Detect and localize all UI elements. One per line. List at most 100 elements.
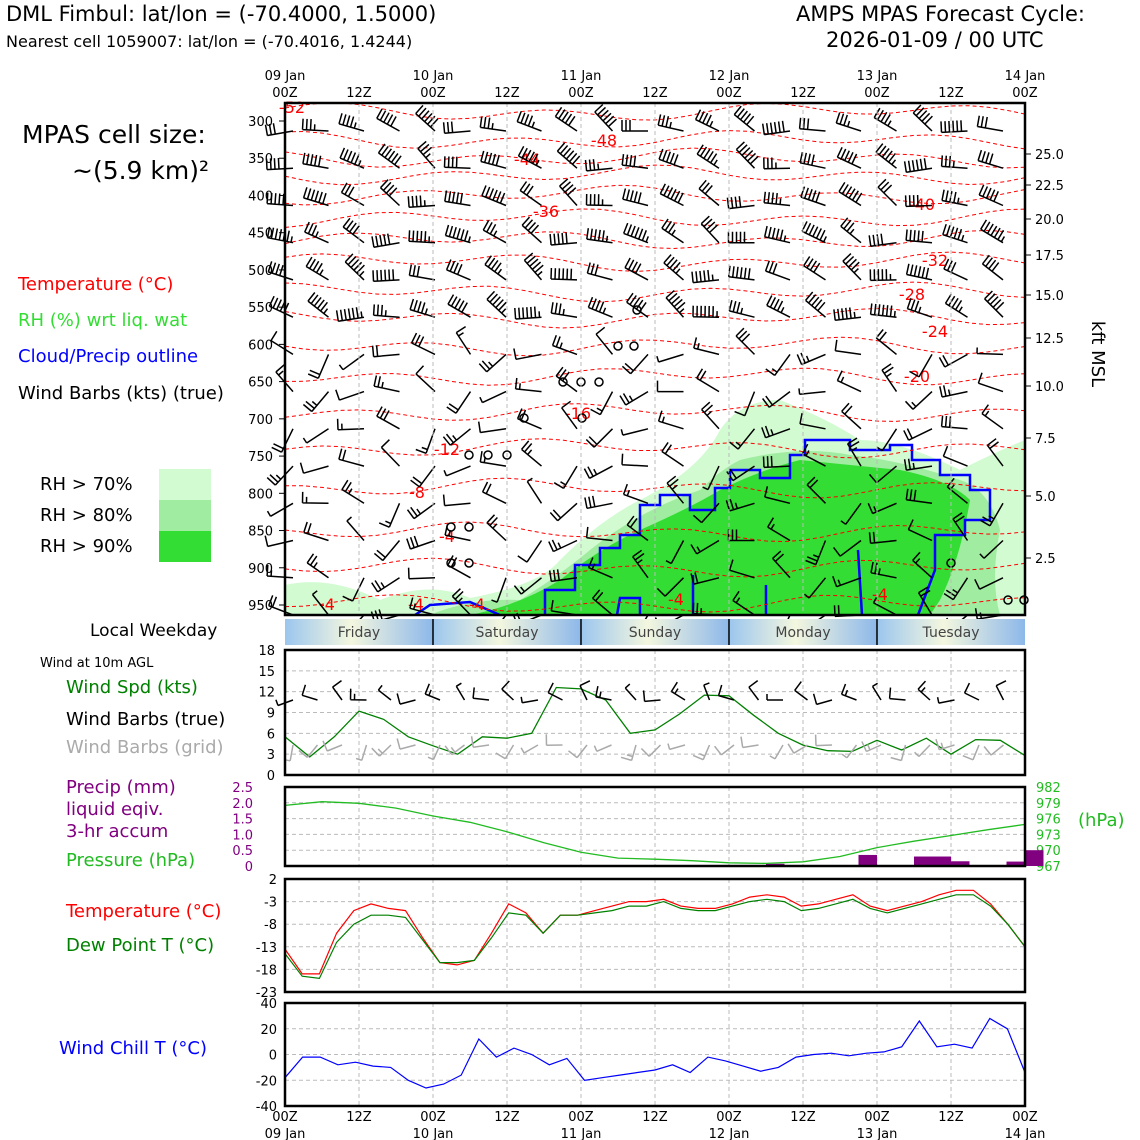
height-tick-label: 20.0 [1035,213,1064,228]
wind-barb [447,294,471,318]
precip-bar [1006,861,1025,866]
wind-barb [666,475,685,504]
wind-barb [521,216,543,244]
wind-barb [912,104,933,132]
wind-barb [842,253,862,281]
wind-barb [306,553,329,579]
wind-barb [801,221,827,244]
top-date-label: 13 Jan [857,69,898,84]
calm-wind-marker [558,377,568,387]
wind-barb [905,229,933,244]
wind-barb [513,577,542,595]
precip-tick-label: 1.5 [232,813,253,828]
wind-barb [335,389,365,401]
windchill-tick-label: -20 [256,1074,277,1089]
wind-barb [909,354,933,378]
wind-barb [302,187,329,207]
bottom-date-label: 09 Jan [265,1127,306,1140]
wind-barb [986,438,1004,467]
wind-barb [482,220,507,244]
wind-barb [406,502,436,520]
calm-wind-marker [1003,595,1013,605]
wind-barb [415,365,436,393]
wind-barb [698,179,720,207]
wind-barb [840,502,862,525]
wind-barb [548,539,578,553]
isotherm-label: -4 [319,595,335,614]
calm-wind-marker [464,558,474,568]
height-tick-label: 15.0 [1035,289,1064,304]
cell-size-value: ~(5.9 km)² [72,156,210,185]
wind-barb [832,576,862,588]
precip-tick-label: 2.0 [232,797,253,812]
wind-barb [763,157,791,170]
wind-barb-true [995,680,1007,701]
wind-barb [583,465,613,479]
wind-barb [872,597,897,616]
wind-barb [806,476,827,504]
wind-barb [835,112,862,132]
wind-barb [379,179,401,207]
wind-barb [415,428,436,455]
wind-barb-grid [495,744,515,760]
calm-wind-marker [446,558,456,568]
wind-barb [799,412,826,430]
wind-barb [478,353,507,373]
isotherm-label: -28 [899,285,925,304]
kft-msl-axis-label: kft MSL [1087,321,1108,387]
wind-barb [378,503,401,528]
pressure-tick-label: 650 [248,376,273,391]
wind-barb [517,145,542,169]
cell-size-title: MPAS cell size: [22,120,206,149]
wind-barb [304,221,329,244]
wind-barb [264,123,294,137]
isotherm-label: -8 [409,483,425,502]
wind-barb [838,182,863,207]
wind-barb-true [642,690,661,703]
wind-barb [481,185,507,207]
wind-barb-grid [962,744,980,761]
wind-tick-label: 12 [258,686,275,701]
wind-barb [903,158,933,174]
wind-barb-grid [841,744,858,759]
height-tick-label: 22.5 [1035,179,1064,194]
wind-barb [267,261,294,281]
wind-barb [727,265,755,281]
wind-barb [621,120,648,132]
wind-barb [517,540,543,563]
wind-barb [266,502,294,517]
wind-barb [302,428,329,444]
wind-barb [268,295,294,318]
wind-barb-grid [935,738,955,751]
wind-barb [943,577,969,601]
wind-barb [762,391,791,408]
top-date-label: 14 Jan [1005,69,1046,84]
wind-barb-grid [298,744,319,758]
wind-barb [690,572,720,585]
wind-barb [342,217,365,244]
wind-barb [877,178,898,207]
wind-barb [373,540,401,562]
wind-barb [549,232,578,246]
wind-barb [836,146,862,169]
wind-barb-grid [545,734,563,747]
calm-wind-marker [519,413,529,423]
wind-barb [981,254,1004,281]
wind-barb-grid [322,740,343,752]
wind-barb [977,372,1004,393]
top-date-label: 10 Jan [413,69,454,84]
wind-barb [984,290,1005,318]
wind-barb [443,465,471,477]
wind-barb [590,391,614,416]
wind-barb [554,106,578,132]
isotherm-line [284,208,1026,228]
cross-section-frame [283,101,1027,617]
calm-wind-marker [613,341,623,351]
wind-speed-line [284,686,1026,758]
page-title: DML Fimbul: lat/lon = (-70.4000, 1.5000) [6,2,437,26]
pressure-tick-label: 950 [248,599,273,614]
wind-barb [870,561,897,579]
windchill-line [284,1017,1026,1089]
wind-barb-true [840,683,857,701]
wind-barb [270,330,294,356]
